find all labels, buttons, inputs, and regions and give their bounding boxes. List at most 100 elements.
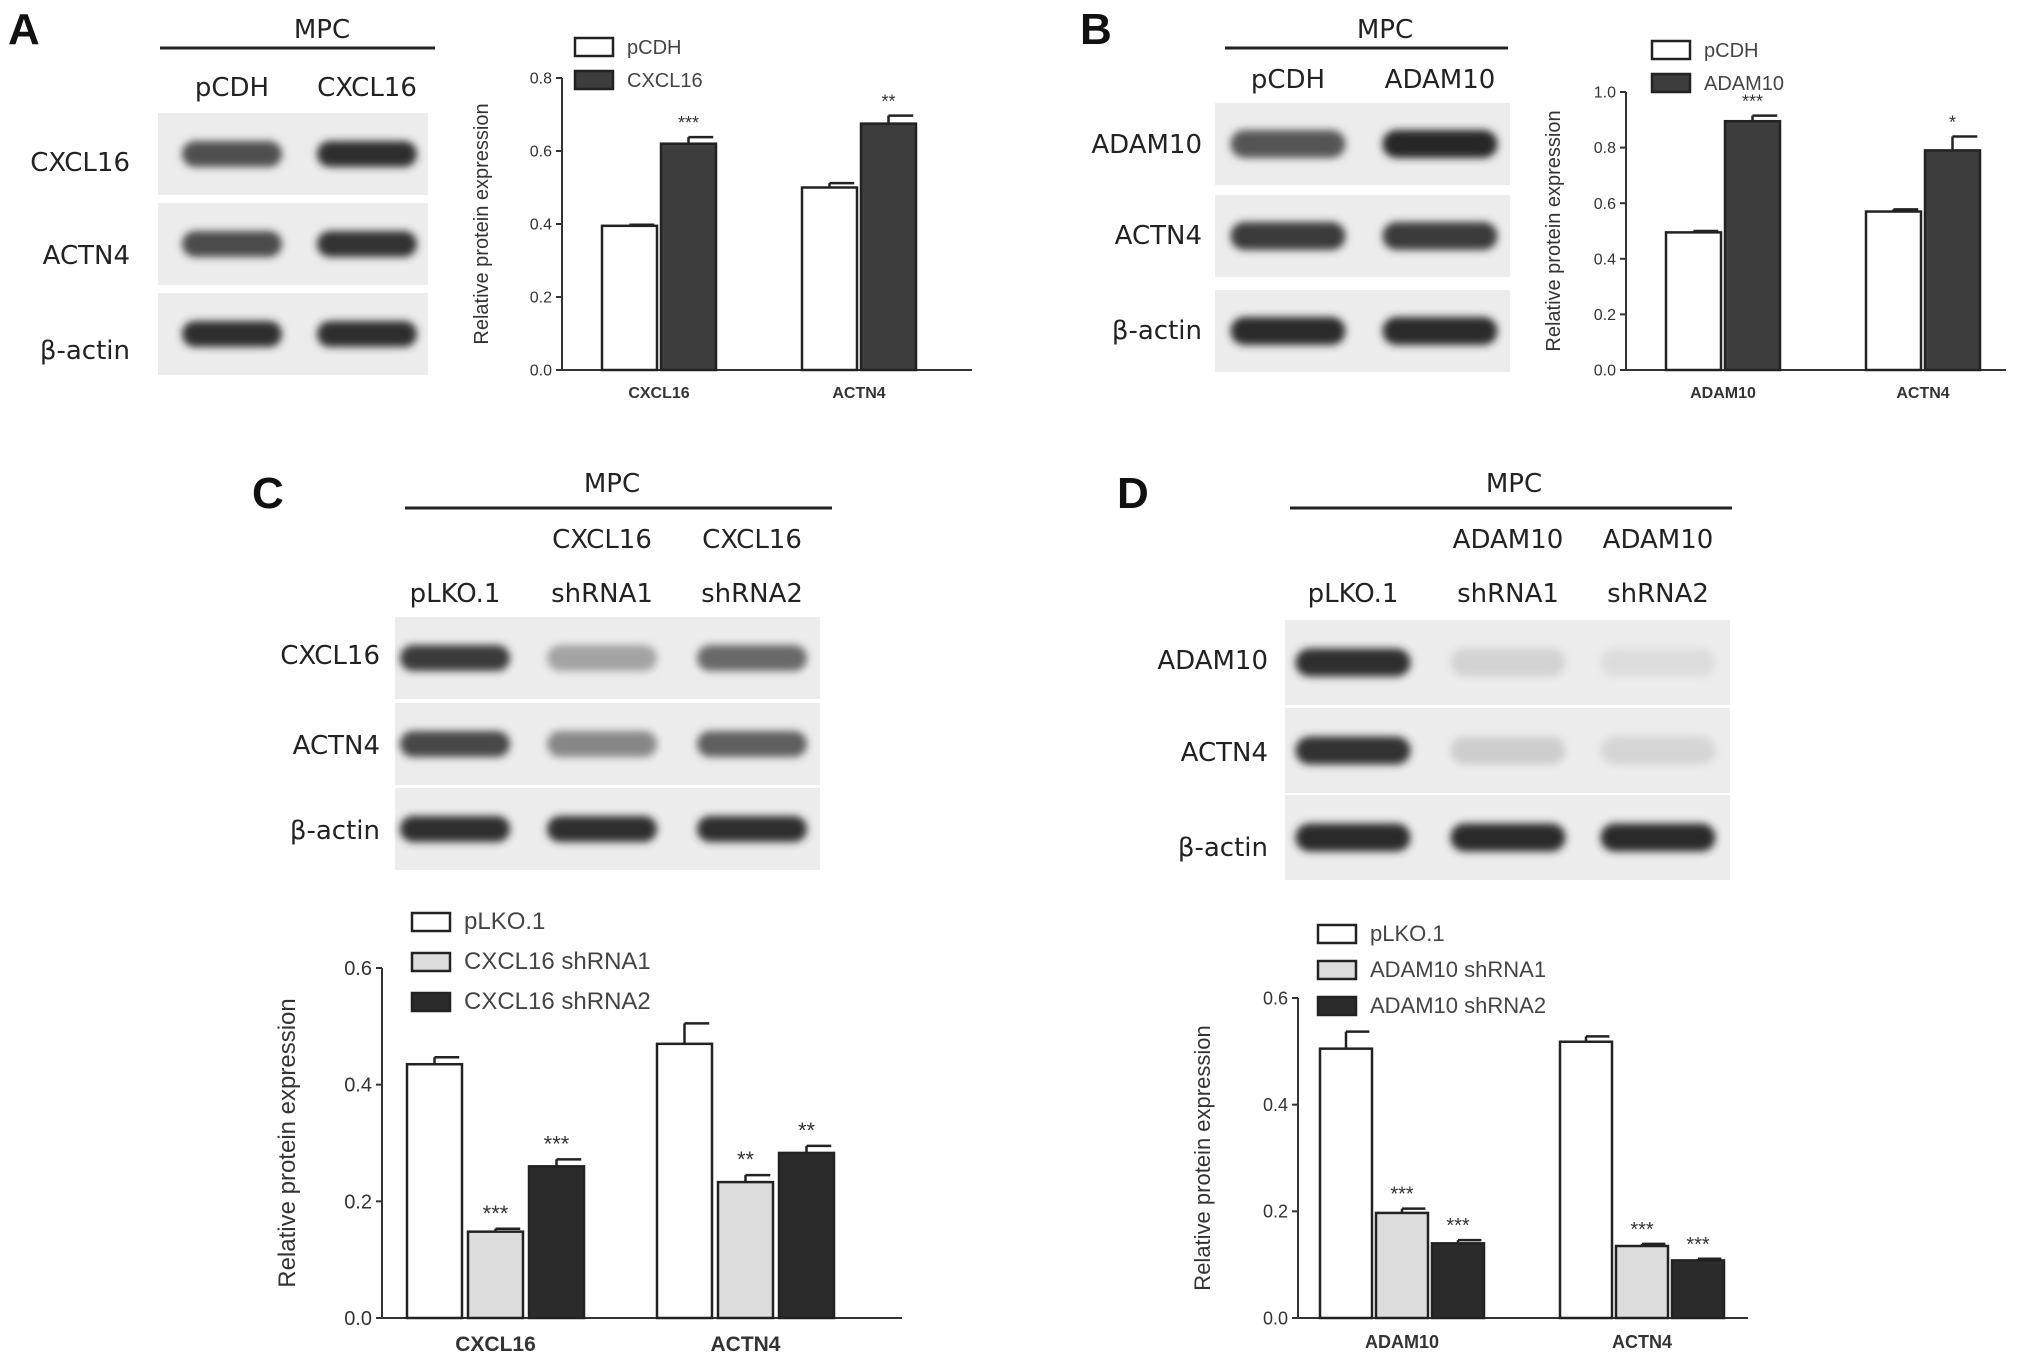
western-blot-panel-c: MPC pLKO.1 CXCL16 shRNA1 CXCL16 shRNA2 CXCL16 A… bbox=[280, 469, 832, 870]
lane-label: shRNA2 bbox=[1607, 579, 1709, 609]
legend-swatch bbox=[573, 36, 615, 58]
legend-swatch bbox=[410, 911, 452, 933]
protein-band bbox=[697, 645, 807, 671]
protein-band bbox=[317, 231, 417, 257]
category-label: ACTN4 bbox=[1896, 385, 1949, 402]
panel-letter: B bbox=[1080, 5, 1112, 54]
protein-band bbox=[182, 231, 282, 257]
y-axis-label: Relative protein expression bbox=[1190, 1025, 1215, 1290]
legend-swatch bbox=[573, 69, 615, 91]
lane-label: ADAM10 bbox=[1385, 65, 1496, 95]
category-label: CXCL16 bbox=[455, 1333, 536, 1356]
bar bbox=[1664, 231, 1723, 372]
legend-swatch bbox=[410, 991, 452, 1013]
y-tick-label: 0.4 bbox=[344, 1075, 372, 1097]
protein-band bbox=[697, 731, 807, 757]
legend-label: CXCL16 bbox=[627, 70, 703, 92]
protein-band bbox=[1382, 130, 1498, 158]
bar bbox=[777, 1151, 836, 1320]
significance-label: *** bbox=[544, 1131, 570, 1156]
bar bbox=[1723, 119, 1782, 372]
western-blot-panel-a: MPC pCDH CXCL16 CXCL16 ACTN4 β-actin bbox=[30, 15, 435, 375]
significance-label: ** bbox=[737, 1147, 755, 1172]
y-tick-label: 0.0 bbox=[1594, 363, 1616, 380]
y-tick-label: 0.6 bbox=[1594, 196, 1616, 213]
band-label: ACTN4 bbox=[293, 731, 380, 761]
category-label: ACTN4 bbox=[832, 385, 885, 402]
blot-header: MPC bbox=[584, 469, 640, 499]
lane-label: CXCL16 bbox=[317, 73, 417, 103]
significance-label: *** bbox=[1446, 1215, 1470, 1237]
significance-label: ** bbox=[881, 92, 895, 112]
bar bbox=[1670, 1259, 1726, 1320]
western-blot-panel-b: MPC pCDH ADAM10 ADAM10 ACTN4 β-actin bbox=[1091, 15, 1510, 372]
protein-band bbox=[317, 321, 417, 347]
protein-band bbox=[1450, 648, 1566, 677]
bar bbox=[1614, 1244, 1670, 1320]
band-label: CXCL16 bbox=[30, 148, 130, 178]
bar bbox=[1558, 1040, 1614, 1320]
protein-band bbox=[1450, 736, 1566, 765]
legend-label: pLKO.1 bbox=[464, 908, 545, 935]
y-tick-label: 0.4 bbox=[530, 217, 552, 234]
significance-label: *** bbox=[678, 113, 699, 133]
bar-chart-panel-c: 0.0 0.2 0.4 0.6 Relative protein expression *… bbox=[274, 908, 902, 1356]
blot-header: MPC bbox=[1357, 15, 1413, 45]
legend-label: pCDH bbox=[1704, 40, 1758, 62]
lane-label: shRNA2 bbox=[701, 579, 803, 609]
bar bbox=[527, 1165, 586, 1320]
bar-chart-panel-b: 0.0 0.2 0.4 0.6 0.8 1.0 Relative protein expre… bbox=[1543, 39, 2006, 402]
bar bbox=[800, 186, 859, 372]
protein-band bbox=[1450, 823, 1566, 852]
significance-label: *** bbox=[1390, 1184, 1414, 1206]
protein-band bbox=[1600, 823, 1716, 852]
panel-letter: C bbox=[252, 469, 284, 518]
y-tick-label: 0.4 bbox=[1594, 251, 1616, 268]
legend-label: pLKO.1 bbox=[1370, 921, 1445, 946]
y-tick-label: 0.0 bbox=[530, 363, 552, 380]
category-label: ACTN4 bbox=[710, 1333, 780, 1356]
band-label: β-actin bbox=[40, 336, 130, 366]
blot-header: MPC bbox=[294, 15, 350, 45]
band-label: CXCL16 bbox=[280, 641, 380, 671]
protein-band bbox=[697, 816, 807, 842]
significance-label: *** bbox=[1742, 92, 1763, 112]
y-axis-label: Relative protein expression bbox=[471, 103, 493, 344]
protein-band bbox=[1295, 648, 1411, 677]
significance-label: *** bbox=[483, 1201, 509, 1226]
protein-band bbox=[1230, 317, 1346, 345]
y-tick-label: 0.8 bbox=[1594, 140, 1616, 157]
protein-band bbox=[400, 816, 510, 842]
y-axis-label: Relative protein expression bbox=[274, 998, 301, 1288]
protein-band bbox=[182, 141, 282, 167]
band-label: ACTN4 bbox=[43, 241, 130, 271]
panel-letter: D bbox=[1117, 469, 1149, 518]
band-label: ACTN4 bbox=[1115, 221, 1202, 251]
y-tick-label: 0.6 bbox=[344, 958, 372, 980]
band-label: β-actin bbox=[1178, 833, 1268, 863]
band-label: β-actin bbox=[1112, 316, 1202, 346]
blot-header: MPC bbox=[1486, 469, 1542, 499]
y-axis-label: Relative protein expression bbox=[1543, 110, 1565, 351]
lane-label: pLKO.1 bbox=[1308, 579, 1399, 609]
western-blot-panel-d: MPC pLKO.1 ADAM10 shRNA1 ADAM10 shRNA2 ADAM10 A… bbox=[1157, 469, 1732, 880]
y-tick-label: 0.8 bbox=[530, 71, 552, 88]
protein-band bbox=[547, 645, 657, 671]
legend-label: CXCL16 shRNA2 bbox=[464, 988, 651, 1015]
bar bbox=[859, 122, 918, 372]
y-tick-label: 0.2 bbox=[530, 290, 552, 307]
lane-label: ADAM10 bbox=[1453, 525, 1564, 555]
bar bbox=[716, 1180, 775, 1320]
legend-label: ADAM10 shRNA2 bbox=[1370, 993, 1546, 1018]
legend-label: ADAM10 shRNA1 bbox=[1370, 957, 1546, 982]
protein-band bbox=[1230, 222, 1346, 250]
protein-band bbox=[547, 731, 657, 757]
bar bbox=[1864, 210, 1923, 372]
bar bbox=[1430, 1242, 1486, 1320]
y-tick-label: 0.0 bbox=[344, 1308, 372, 1330]
category-label: ADAM10 bbox=[1365, 1332, 1439, 1352]
band-label: ADAM10 bbox=[1091, 130, 1202, 160]
lane-label: pCDH bbox=[195, 73, 269, 103]
protein-band bbox=[317, 141, 417, 167]
